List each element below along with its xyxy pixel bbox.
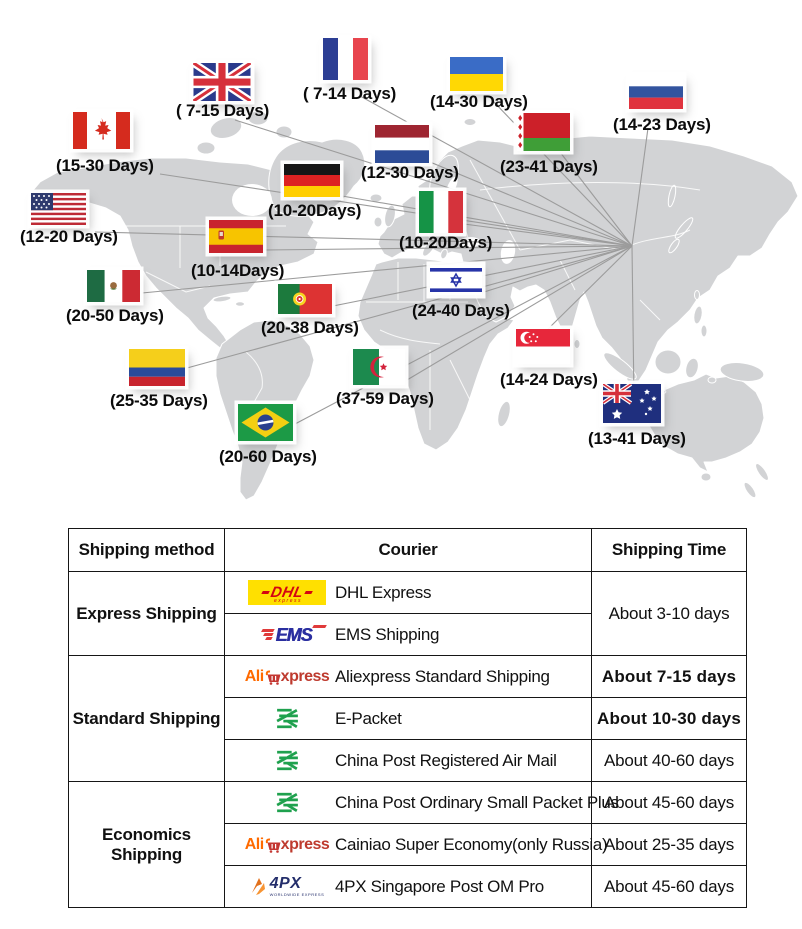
flag-france xyxy=(323,38,368,80)
flag-portugal xyxy=(278,284,332,314)
flag-canada xyxy=(73,112,130,149)
dhl-sub-text: express xyxy=(274,598,303,604)
table-row-dhl: Express Shipping DHL express DHL Express … xyxy=(68,571,747,656)
flag-italy xyxy=(419,191,463,233)
table-row-china-post-registered: China Post Registered Air Mail About 40-… xyxy=(69,739,747,782)
header-courier: Courier xyxy=(224,528,592,572)
flag-singapore xyxy=(516,329,570,364)
method-economics: Economics Shipping xyxy=(68,781,225,908)
courier-name: Cainiao Super Economy(only Russia) xyxy=(335,834,608,854)
flag-label-brazil: (20-60 Days) xyxy=(219,447,317,466)
flag-brazil xyxy=(238,404,293,441)
header-shipping-time: Shipping Time xyxy=(591,528,747,572)
table-row-epacket: E-Packet About 10-30 days xyxy=(69,697,747,740)
china-post-logo xyxy=(275,750,298,771)
time-express: About 3-10 days xyxy=(591,571,747,656)
time-cainiao: About 25-35 days xyxy=(591,823,747,866)
aliexpress-cart-icon xyxy=(265,838,281,853)
aliexpress-logo: Ali xpress xyxy=(244,835,330,853)
4px-wordmark: 4PX xyxy=(269,875,302,892)
table-row-aliexpress-standard: Standard Shipping Ali xpress Aliexpress S… xyxy=(68,655,747,782)
flag-label-uk: ( 7-15 Days) xyxy=(176,101,270,120)
courier-name: EMS Shipping xyxy=(335,624,440,644)
courier-name: Aliexpress Standard Shipping xyxy=(335,666,550,686)
courier-name: China Post Ordinary Small Packet Plus xyxy=(335,792,619,812)
4px-logo: 4PX WORLDWIDE EXPRESS xyxy=(250,876,325,897)
ems-logo: EMS xyxy=(258,622,327,648)
flag-label-australia: (13-41 Days) xyxy=(588,429,686,448)
time-china-post-registered: About 40-60 days xyxy=(591,739,747,782)
flag-label-singapore: (14-24 Days) xyxy=(500,370,598,389)
ems-stripes-icon xyxy=(261,629,276,640)
flag-australia xyxy=(603,384,661,423)
flag-usa xyxy=(31,193,86,225)
aliexpress-logo: Ali xpress xyxy=(244,667,330,685)
method-standard: Standard Shipping xyxy=(68,655,225,782)
courier-name: E-Packet xyxy=(335,708,402,728)
china-post-logo xyxy=(275,792,298,813)
time-aliexpress-standard: About 7-15 days xyxy=(591,655,747,698)
flag-label-france: ( 7-14 Days) xyxy=(303,84,397,103)
4px-glyph-icon xyxy=(251,878,265,895)
china-post-logo xyxy=(275,708,298,729)
time-epacket: About 10-30 days xyxy=(591,697,747,740)
flag-spain xyxy=(209,220,263,253)
table-row-cainiao: Ali xpress Cainiao Super Economy(only Rus… xyxy=(69,823,747,866)
method-express: Express Shipping xyxy=(68,571,225,656)
flag-label-canada: (15-30 Days) xyxy=(56,156,154,175)
flag-united-kingdom xyxy=(193,63,251,101)
shipping-table: Shipping method Courier Shipping Time Ex… xyxy=(68,528,747,908)
flag-colombia xyxy=(129,349,185,386)
flag-russia xyxy=(629,75,683,109)
courier-name: China Post Registered Air Mail xyxy=(335,750,557,770)
flag-label-mexico: (20-50 Days) xyxy=(66,306,164,325)
time-china-post-ordinary: About 45-60 days xyxy=(591,781,747,824)
dhl-logo: DHL express xyxy=(248,580,326,605)
table-row-ems: EMS EMS Shipping xyxy=(69,613,747,656)
world-map: (15-30 Days) ( 7-15 Days) ( 7-14 Days) (… xyxy=(20,38,799,501)
ems-wordmark: EMS xyxy=(275,624,312,645)
shipping-route-lines xyxy=(94,95,649,425)
flag-germany xyxy=(284,164,340,197)
flag-label-algeria: (37-59 Days) xyxy=(336,389,434,408)
courier-name: 4PX Singapore Post OM Pro xyxy=(335,876,544,896)
flag-israel xyxy=(430,265,482,295)
flag-label-belarus: (23-41 Days) xyxy=(500,157,598,176)
flag-ukraine xyxy=(450,57,503,91)
flag-label-israel: (24-40 Days) xyxy=(412,301,510,320)
table-header-row: Shipping method Courier Shipping Time xyxy=(68,528,747,572)
flag-belarus xyxy=(517,113,570,151)
table-row-china-post-ordinary: Economics Shipping China Post Ordinary S… xyxy=(68,781,747,908)
flag-label-russia: (14-23 Days) xyxy=(613,115,711,134)
flag-label-netherlands: (12-30 Days) xyxy=(361,163,459,182)
aliexpress-cart-icon xyxy=(265,670,281,685)
table-row-4px: 4PX WORLDWIDE EXPRESS 4PX Singapore Post … xyxy=(69,865,747,908)
flag-label-colombia: (25-35 Days) xyxy=(110,391,208,410)
flag-label-italy: (10-20Days) xyxy=(399,233,493,252)
flag-algeria xyxy=(353,349,405,385)
flag-label-spain: (10-14Days) xyxy=(191,261,285,280)
flag-netherlands xyxy=(375,125,429,163)
courier-name: DHL Express xyxy=(335,582,432,602)
flag-label-ukraine: (14-30 Days) xyxy=(430,92,528,111)
flag-label-germany: (10-20Days) xyxy=(268,201,362,220)
flag-mexico xyxy=(87,270,140,302)
header-shipping-method: Shipping method xyxy=(68,528,225,572)
time-4px: About 45-60 days xyxy=(591,865,747,908)
flag-label-usa: (12-20 Days) xyxy=(20,227,118,246)
4px-sub-text: WORLDWIDE EXPRESS xyxy=(269,892,325,897)
flag-label-portugal: (20-38 Days) xyxy=(261,318,359,337)
